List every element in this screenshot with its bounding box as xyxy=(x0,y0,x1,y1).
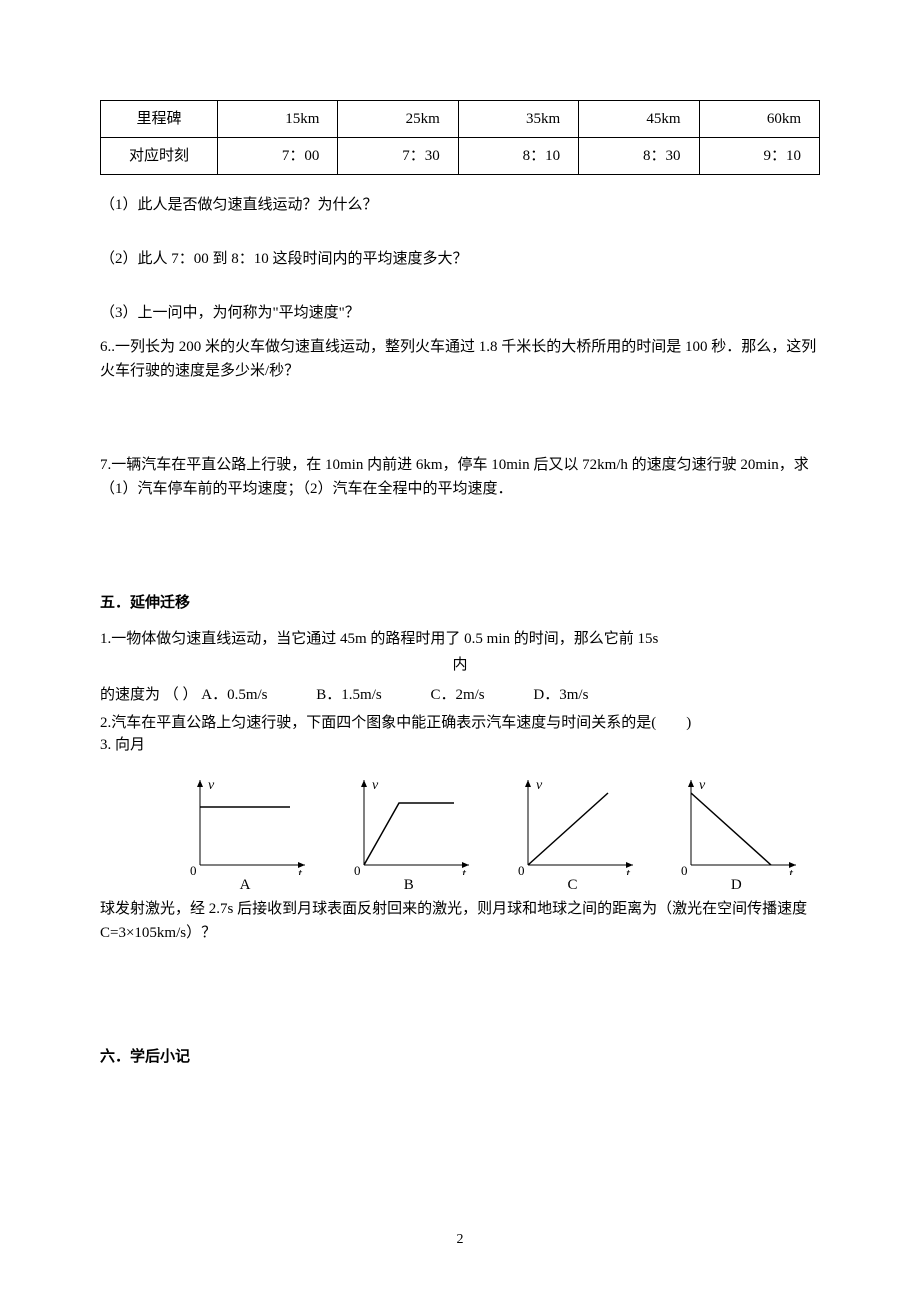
ext-q3-lead: 3. 向月 xyxy=(100,733,145,757)
ext-q1-center: 内 xyxy=(100,653,820,677)
question-5-3: （3）上一问中，为何称为"平均速度"？ xyxy=(100,301,820,325)
graph-label-a: A xyxy=(180,873,310,897)
table-cell: 8：30 xyxy=(579,138,699,175)
option-a: A．0.5m/s xyxy=(201,683,267,707)
ext-q3-body: 球发射激光，经 2.7s 后接收到月球表面反射回来的激光，则月球和地球之间的距离… xyxy=(100,897,820,945)
table-col: 60km xyxy=(699,101,819,138)
milestone-table: 里程碑 15km 25km 35km 45km 60km 对应时刻 7：00 7… xyxy=(100,100,820,175)
svg-text:0: 0 xyxy=(681,863,688,875)
ext-q1-line1: 1.一物体做匀速直线运动，当它通过 45m 的路程时用了 0.5 min 的时间… xyxy=(100,627,820,651)
page-number: 2 xyxy=(100,1229,820,1251)
svg-text:v: v xyxy=(536,778,543,793)
table-cell: 7：30 xyxy=(338,138,458,175)
table-header-left: 里程碑 xyxy=(101,101,218,138)
table-cell: 8：10 xyxy=(458,138,578,175)
table-col: 45km xyxy=(579,101,699,138)
ext-q1-lead: 的速度为 （ ） xyxy=(100,687,198,703)
ext-q2: 2.汽车在平直公路上匀速行驶，下面四个图象中能正确表示汽车速度与时间关系的是( … xyxy=(100,711,820,735)
question-5-1: （1）此人是否做匀速直线运动？为什么？ xyxy=(100,193,820,217)
graph-b: v t 0 B xyxy=(344,775,474,897)
table-cell: 7：00 xyxy=(218,138,338,175)
ext-q1-options: 的速度为 （ ） A．0.5m/s B．1.5m/s C．2m/s D．3m/s xyxy=(100,683,820,707)
graph-a: v t 0 A xyxy=(180,775,310,897)
table-col: 25km xyxy=(338,101,458,138)
question-7: 7.一辆汽车在平直公路上行驶，在 10min 内前进 6km，停车 10min … xyxy=(100,453,820,501)
svg-text:v: v xyxy=(372,778,379,793)
velocity-time-graphs: v t 0 A v t 0 B xyxy=(180,779,801,795)
graph-label-d: D xyxy=(671,873,801,897)
option-c: C．2m/s xyxy=(430,683,484,707)
question-5-2: （2）此人 7：00 到 8：10 这段时间内的平均速度多大？ xyxy=(100,247,820,271)
svg-text:0: 0 xyxy=(190,863,197,875)
svg-text:v: v xyxy=(208,778,215,793)
section-5-title: 五．延伸迁移 xyxy=(100,591,820,615)
section-6-title: 六．学后小记 xyxy=(100,1045,820,1069)
table-cell: 9：10 xyxy=(699,138,819,175)
graph-label-b: B xyxy=(344,873,474,897)
table-col: 15km xyxy=(218,101,338,138)
svg-text:0: 0 xyxy=(354,863,361,875)
question-6: 6..一列长为 200 米的火车做匀速直线运动，整列火车通过 1.8 千米长的大… xyxy=(100,335,820,383)
table-row-left: 对应时刻 xyxy=(101,138,218,175)
svg-text:v: v xyxy=(699,778,706,793)
option-b: B．1.5m/s xyxy=(316,683,381,707)
graph-d: v t 0 D xyxy=(671,775,801,897)
graph-c: v t 0 C xyxy=(508,775,638,897)
table-col: 35km xyxy=(458,101,578,138)
svg-text:0: 0 xyxy=(518,863,525,875)
graph-label-c: C xyxy=(508,873,638,897)
option-d: D．3m/s xyxy=(533,683,588,707)
